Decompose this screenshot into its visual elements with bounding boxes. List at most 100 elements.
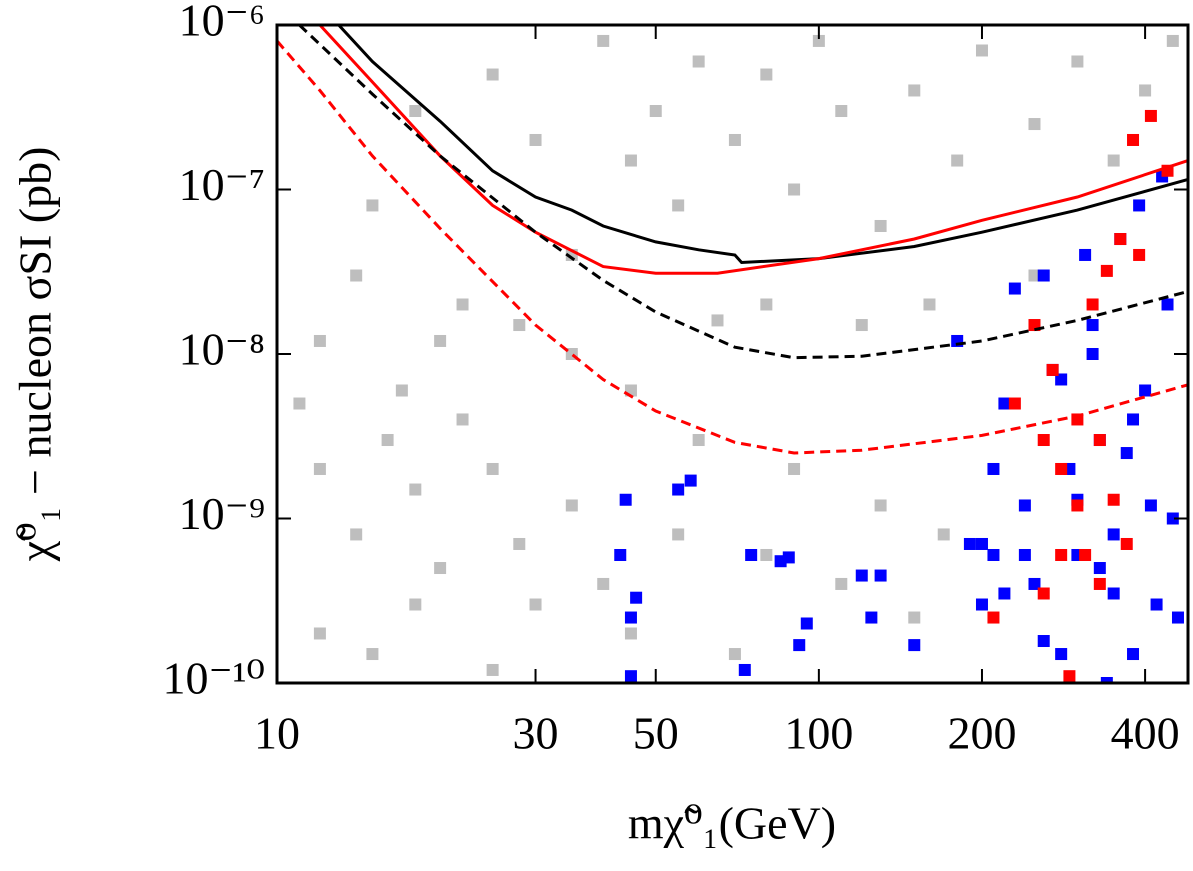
point <box>908 639 921 652</box>
point <box>951 154 964 167</box>
point <box>672 199 685 212</box>
limit-curve <box>318 25 1188 275</box>
point <box>998 397 1011 410</box>
point <box>788 183 801 196</box>
point <box>1139 84 1152 97</box>
point <box>855 569 868 582</box>
point <box>908 611 921 624</box>
point <box>395 384 408 397</box>
point <box>1008 397 1021 410</box>
point <box>1028 269 1041 282</box>
point <box>908 84 921 97</box>
point <box>624 627 637 640</box>
point <box>630 591 643 604</box>
point <box>1037 635 1050 648</box>
point <box>975 44 988 57</box>
point <box>1127 133 1140 146</box>
point <box>1166 34 1179 47</box>
point <box>745 548 758 561</box>
point <box>529 133 542 146</box>
y-tick-label: 10⁻⁸ <box>179 324 265 375</box>
point <box>1018 548 1031 561</box>
point <box>1086 298 1099 311</box>
point <box>738 663 751 676</box>
point <box>692 434 705 447</box>
point <box>1093 562 1106 575</box>
y-tick-label: 10⁻¹⁰ <box>162 653 265 704</box>
point <box>782 551 795 564</box>
point <box>456 298 469 311</box>
limit-curve <box>277 39 1188 455</box>
point <box>366 199 379 212</box>
point <box>1086 319 1099 332</box>
point <box>409 105 422 118</box>
point <box>486 462 499 475</box>
x-tick-label: 200 <box>947 708 1016 759</box>
point <box>865 611 878 624</box>
point <box>1127 413 1140 426</box>
point <box>1107 528 1120 541</box>
x-tick-label: 50 <box>633 708 679 759</box>
point <box>513 319 526 332</box>
point <box>1150 598 1163 611</box>
point <box>937 528 950 541</box>
point <box>350 269 363 282</box>
point <box>1086 348 1099 360</box>
point <box>1127 648 1140 661</box>
point <box>350 528 363 541</box>
point <box>672 528 685 541</box>
point <box>1037 434 1050 447</box>
point <box>923 298 936 311</box>
point <box>1120 537 1133 550</box>
point <box>434 334 447 347</box>
point <box>1028 577 1041 590</box>
point <box>486 663 499 676</box>
point <box>313 462 326 475</box>
point <box>619 493 632 506</box>
point <box>1144 109 1157 122</box>
point <box>1120 447 1133 460</box>
point <box>1037 269 1050 282</box>
point <box>1063 670 1076 683</box>
point <box>456 413 469 426</box>
point <box>1037 587 1050 600</box>
point <box>409 483 422 496</box>
point <box>1107 154 1120 167</box>
point <box>1166 512 1179 525</box>
point <box>855 319 868 332</box>
point <box>760 68 773 81</box>
point <box>728 648 741 661</box>
point <box>835 105 848 118</box>
y-tick-label: 10⁻⁷ <box>179 159 265 210</box>
point <box>1139 384 1152 397</box>
point <box>486 68 499 81</box>
point <box>1018 499 1031 512</box>
point <box>1093 434 1106 447</box>
point <box>366 648 379 661</box>
point <box>1144 499 1157 512</box>
point <box>835 577 848 590</box>
limit-curve <box>337 25 1188 265</box>
point <box>597 34 610 47</box>
x-tick-label: 100 <box>784 708 853 759</box>
point <box>1107 493 1120 506</box>
point <box>1055 648 1068 661</box>
point <box>1055 548 1068 561</box>
point <box>313 627 326 640</box>
y-axis-label: χ̃⁰₁ − nucleon σSI (pb) <box>10 147 61 563</box>
plot-area <box>277 25 1188 683</box>
point <box>529 598 542 611</box>
point <box>672 483 685 496</box>
limit-curve <box>298 25 1188 360</box>
point <box>565 499 578 512</box>
point <box>987 462 1000 475</box>
point <box>975 537 988 550</box>
point <box>1079 548 1092 561</box>
point <box>1071 499 1084 512</box>
point <box>1161 298 1174 311</box>
point <box>293 397 306 410</box>
point <box>692 55 705 68</box>
point <box>1028 118 1041 131</box>
point <box>1100 677 1113 683</box>
